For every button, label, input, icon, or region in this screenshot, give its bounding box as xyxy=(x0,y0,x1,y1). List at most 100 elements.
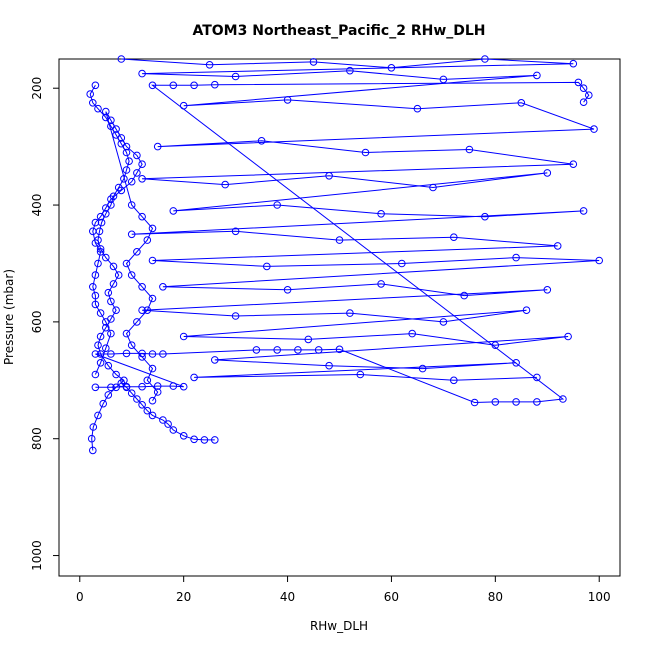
data-point xyxy=(439,75,448,84)
data-point xyxy=(211,80,219,89)
data-point xyxy=(104,288,113,297)
data-point xyxy=(418,364,427,373)
data-point xyxy=(96,359,105,367)
data-point xyxy=(99,399,107,408)
data-point xyxy=(159,350,167,358)
data-point xyxy=(429,183,437,192)
data-point xyxy=(148,294,157,303)
data-point xyxy=(153,388,162,396)
data-point xyxy=(109,280,118,288)
data-point xyxy=(117,134,126,142)
data-point xyxy=(164,420,172,428)
data-point xyxy=(138,160,146,168)
data-point xyxy=(104,361,113,370)
data-point xyxy=(569,59,578,68)
data-point xyxy=(512,253,520,262)
data-point xyxy=(138,175,146,183)
data-point xyxy=(190,81,198,90)
y-tick-label: 400 xyxy=(30,194,44,217)
data-point xyxy=(117,55,126,63)
data-point xyxy=(335,345,344,354)
data-point xyxy=(91,271,100,279)
data-point xyxy=(86,90,94,98)
data-point xyxy=(450,376,458,385)
data-point xyxy=(143,306,152,315)
data-point xyxy=(377,280,385,288)
data-point xyxy=(122,148,131,157)
data-point xyxy=(252,346,261,354)
chart-title: ATOM3 Northeast_Pacific_2 RHw_DLH xyxy=(192,23,485,39)
data-point xyxy=(221,180,229,189)
data-point xyxy=(112,370,120,379)
data-point xyxy=(107,297,115,306)
data-point xyxy=(325,172,333,180)
data-point xyxy=(179,332,188,341)
data-point xyxy=(569,160,578,168)
data-point xyxy=(133,248,141,256)
data-point xyxy=(356,370,365,379)
data-point xyxy=(91,218,100,227)
data-point xyxy=(148,411,157,420)
data-point xyxy=(361,148,370,157)
data-point xyxy=(89,227,97,236)
data-point xyxy=(179,432,188,440)
data-point xyxy=(574,78,583,87)
data-point xyxy=(533,398,541,406)
data-point xyxy=(143,376,152,385)
data-point xyxy=(159,283,167,291)
data-point xyxy=(89,446,97,455)
data-point xyxy=(408,329,417,338)
data-point xyxy=(257,137,266,145)
x-tick-label: 20 xyxy=(176,590,191,604)
data-point xyxy=(138,401,146,409)
data-point xyxy=(439,318,448,326)
data-point xyxy=(102,204,110,212)
data-point xyxy=(148,256,157,265)
data-point xyxy=(133,318,141,326)
y-axis-label: Pressure (mbar) xyxy=(2,269,16,365)
data-point xyxy=(413,104,422,113)
data-point xyxy=(590,125,598,133)
series-line xyxy=(89,85,130,451)
x-tick-label: 40 xyxy=(280,590,295,604)
data-point xyxy=(96,212,105,221)
data-point xyxy=(94,259,102,268)
series-line xyxy=(92,111,159,401)
data-point xyxy=(387,64,396,72)
data-point xyxy=(143,236,152,244)
data-point xyxy=(346,66,354,75)
data-point xyxy=(94,341,102,350)
x-tick-label: 80 xyxy=(488,590,503,604)
x-tick-label: 60 xyxy=(384,590,399,604)
data-point xyxy=(169,382,178,390)
data-point xyxy=(104,391,113,399)
data-point xyxy=(125,157,133,165)
data-point xyxy=(148,350,157,358)
data-point xyxy=(138,306,146,315)
data-point xyxy=(153,382,162,390)
data-point xyxy=(91,370,100,379)
y-tick-label: 1000 xyxy=(30,540,44,571)
data-point xyxy=(122,166,131,174)
data-point xyxy=(102,107,110,116)
data-point xyxy=(231,227,240,236)
data-point xyxy=(107,195,115,203)
data-point xyxy=(273,201,282,209)
data-point xyxy=(127,177,136,186)
data-point xyxy=(127,201,136,209)
y-tick-label: 600 xyxy=(30,310,44,333)
data-point xyxy=(148,396,157,405)
data-point xyxy=(91,300,100,309)
data-point xyxy=(91,383,100,392)
data-point xyxy=(190,435,198,444)
data-point xyxy=(102,344,110,353)
data-point xyxy=(96,248,105,256)
data-point xyxy=(122,329,131,338)
y-tick-label: 800 xyxy=(30,427,44,450)
data-point xyxy=(102,323,110,332)
series-line xyxy=(95,81,590,404)
data-point xyxy=(122,259,131,268)
data-point xyxy=(114,271,123,279)
data-point xyxy=(109,262,118,271)
